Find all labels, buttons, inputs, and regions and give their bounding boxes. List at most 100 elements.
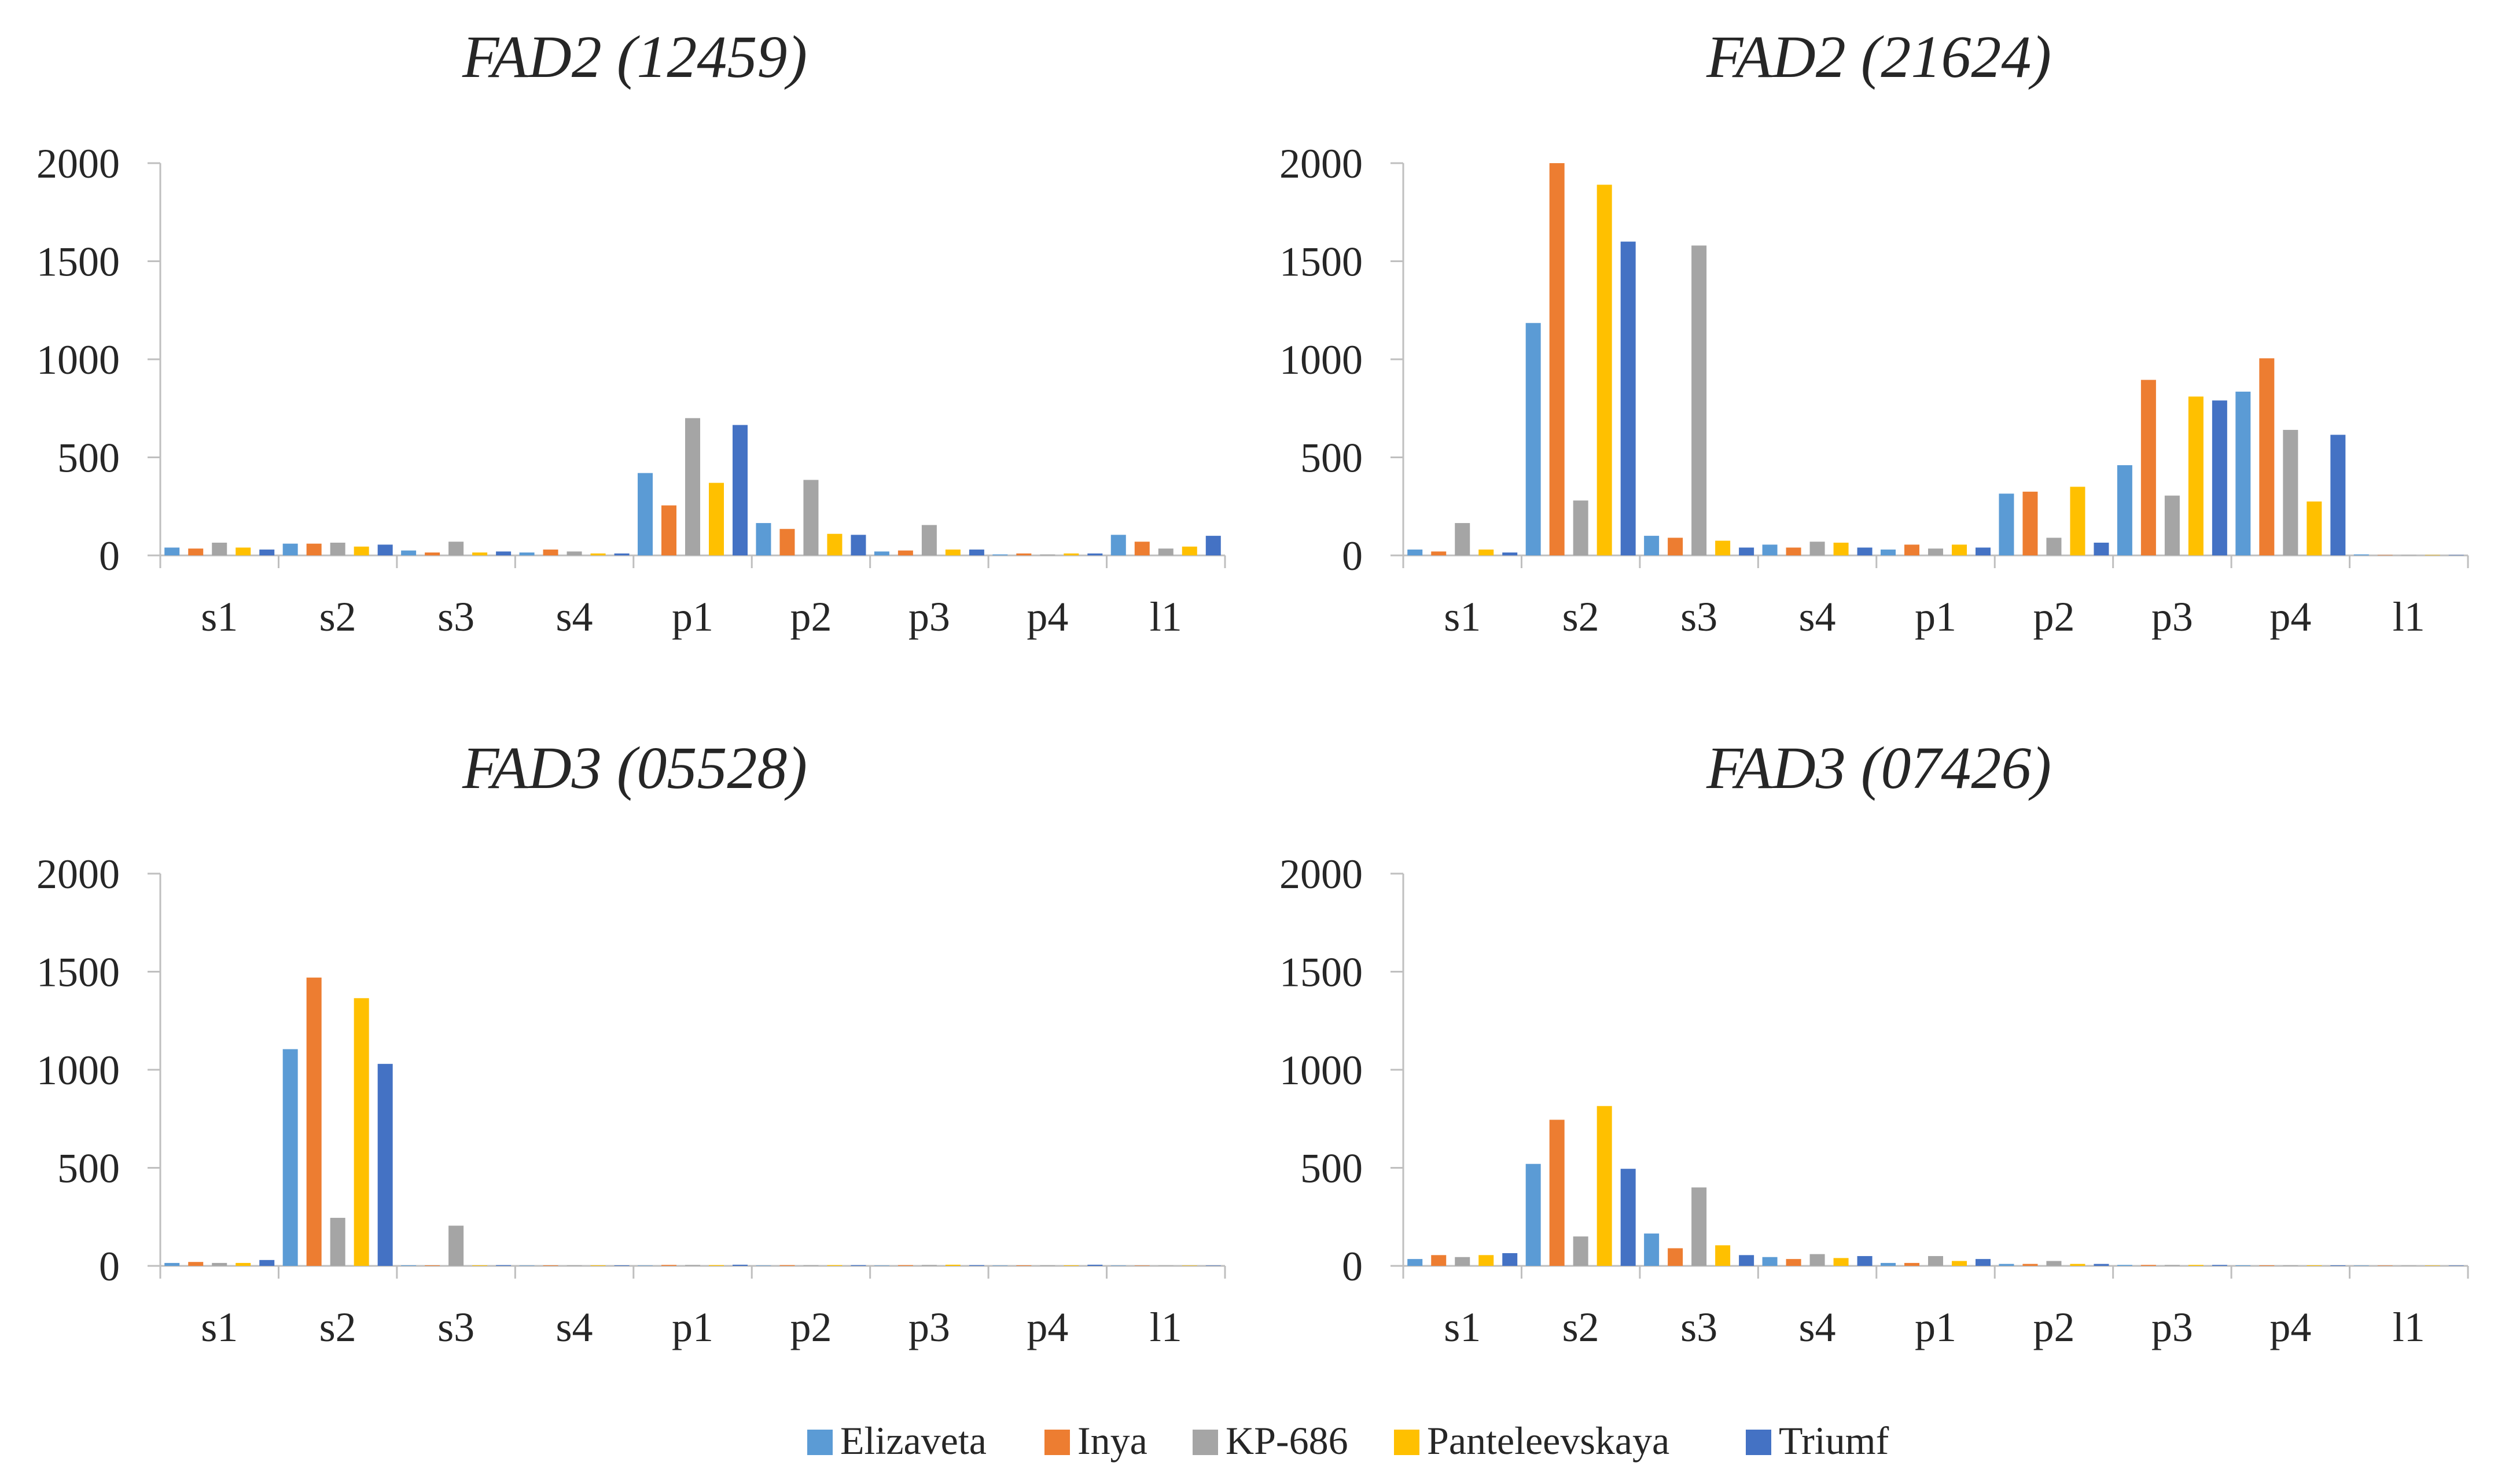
bar-panteleevskaya-p3 [2188, 1265, 2204, 1266]
legend-label-elizaveta: Elizaveta [840, 1419, 987, 1463]
bar-inya-p1 [1904, 1262, 1919, 1266]
bar-inya-s1 [1431, 551, 1447, 555]
x-tick-label-p3: p3 [908, 594, 950, 640]
bar-kp-686-s3 [1691, 245, 1707, 555]
bar-kp-686-s2 [330, 1217, 345, 1266]
x-tick-label-p3: p3 [908, 1304, 950, 1350]
bar-triumf-s3 [496, 551, 512, 555]
legend-label-inya: Inya [1077, 1419, 1147, 1463]
x-tick-label-p2: p2 [790, 1304, 832, 1350]
y-tick-label: 500 [57, 1146, 120, 1192]
bar-triumf-s3 [496, 1265, 512, 1266]
bar-triumf-s1 [1502, 552, 1518, 555]
bar-triumf-s3 [1739, 547, 1754, 555]
bar-elizaveta-p2 [1999, 494, 2014, 555]
bar-triumf-p2 [2094, 542, 2109, 555]
bar-kp-686-s4 [1809, 542, 1825, 555]
bar-panteleevskaya-s4 [590, 553, 606, 555]
bar-panteleevskaya-s1 [1478, 1255, 1494, 1266]
bar-inya-p2 [779, 1265, 795, 1266]
bar-panteleevskaya-p1 [709, 483, 724, 555]
y-tick-label: 1500 [36, 239, 120, 285]
x-tick-label-p1: p1 [672, 1304, 713, 1350]
bar-inya-s2 [306, 977, 322, 1266]
y-tick-label: 1000 [1279, 337, 1363, 383]
chart-title: FAD3 (05528) [462, 735, 807, 801]
bar-triumf-p4 [2330, 1265, 2346, 1266]
bar-inya-l1 [2377, 1265, 2393, 1266]
bar-inya-p1 [1904, 544, 1919, 555]
bar-triumf-s4 [1857, 547, 1873, 555]
x-tick-label-s4: s4 [556, 1304, 593, 1350]
y-tick-label: 1000 [36, 337, 120, 383]
bar-kp-686-p1 [685, 418, 700, 555]
x-tick-label-s3: s3 [437, 1304, 474, 1350]
bar-inya-s2 [1549, 163, 1565, 555]
bar-panteleevskaya-s3 [472, 552, 488, 555]
bar-triumf-s4 [1857, 1256, 1873, 1266]
bar-kp-686-l1 [2401, 1265, 2416, 1266]
bar-panteleevskaya-p4 [2307, 1265, 2322, 1266]
x-tick-label-s2: s2 [1562, 594, 1599, 640]
bar-inya-s4 [543, 549, 558, 555]
bar-inya-s3 [425, 552, 440, 555]
bar-triumf-p3 [969, 1265, 984, 1266]
x-tick-label-s2: s2 [1562, 1304, 1599, 1350]
bar-kp-686-l1 [1158, 548, 1174, 555]
bar-panteleevskaya-p2 [827, 533, 843, 555]
bar-triumf-s1 [1502, 1253, 1518, 1266]
bar-triumf-l1 [1205, 1265, 1221, 1266]
bar-inya-s2 [306, 543, 322, 555]
bar-inya-p4 [1016, 553, 1032, 555]
y-tick-label: 0 [1342, 1243, 1363, 1290]
chart-4: FAD3 (07426) 0 500 1000 1500 2000 s1 s2 s3 s4 p1 p2… [1279, 735, 2469, 1350]
x-tick-label-s2: s2 [319, 1304, 356, 1350]
bar-kp-686-s1 [1455, 523, 1470, 555]
x-tick-label-p1: p1 [1915, 1304, 1956, 1350]
bar-inya-l1 [1134, 1265, 1150, 1266]
bar-kp-686-p2 [2046, 1261, 2062, 1266]
bar-panteleevskaya-p3 [2188, 396, 2204, 555]
bar-triumf-p3 [2212, 400, 2227, 555]
bar-kp-686-s1 [212, 1262, 227, 1266]
bar-kp-686-p3 [2164, 495, 2180, 555]
bar-inya-p2 [2022, 1264, 2038, 1266]
x-tick-label-p4: p4 [2269, 1304, 2311, 1350]
bar-elizaveta-p4 [992, 1265, 1008, 1266]
bar-panteleevskaya-l1 [1182, 1265, 1197, 1266]
y-tick-label: 0 [99, 533, 120, 579]
bar-panteleevskaya-p2 [2070, 1264, 2085, 1266]
bar-kp-686-p1 [685, 1265, 700, 1266]
legend-swatch-elizaveta [807, 1430, 833, 1455]
bar-inya-p3 [2140, 1265, 2156, 1266]
bar-kp-686-s2 [330, 542, 345, 555]
y-tick-label: 1500 [36, 949, 120, 996]
bar-panteleevskaya-s2 [1597, 185, 1612, 555]
bar-triumf-s1 [259, 549, 275, 555]
y-tick-label: 1000 [36, 1047, 120, 1093]
bar-panteleevskaya-s2 [354, 998, 369, 1266]
bar-inya-s3 [425, 1265, 440, 1266]
bar-inya-l1 [1134, 542, 1150, 555]
bar-elizaveta-p3 [874, 551, 889, 555]
bar-panteleevskaya-p1 [709, 1265, 724, 1266]
y-tick-label: 1500 [1279, 239, 1363, 285]
x-tick-label-s3: s3 [437, 594, 474, 640]
bar-triumf-p2 [2094, 1264, 2109, 1266]
chart-title: FAD2 (21624) [1706, 24, 2051, 90]
bar-elizaveta-p2 [756, 1265, 771, 1266]
bar-elizaveta-p3 [2117, 465, 2132, 555]
bar-elizaveta-s2 [282, 543, 298, 555]
bar-panteleevskaya-s4 [590, 1265, 606, 1266]
legend-item-panteleevskaya: Panteleevskaya [1394, 1419, 1669, 1463]
legend-swatch-panteleevskaya [1394, 1430, 1419, 1455]
bar-kp-686-s2 [1573, 1236, 1588, 1266]
bar-elizaveta-p4 [2235, 1265, 2251, 1266]
bar-elizaveta-l1 [1110, 535, 1126, 555]
bar-elizaveta-l1 [1110, 1265, 1126, 1266]
bar-panteleevskaya-p3 [945, 549, 961, 555]
x-tick-label-l1: l1 [1150, 1304, 1182, 1350]
legend-item-elizaveta: Elizaveta [807, 1419, 987, 1463]
x-tick-label-s1: s1 [1444, 1304, 1481, 1350]
y-tick-label: 500 [1300, 1146, 1363, 1192]
